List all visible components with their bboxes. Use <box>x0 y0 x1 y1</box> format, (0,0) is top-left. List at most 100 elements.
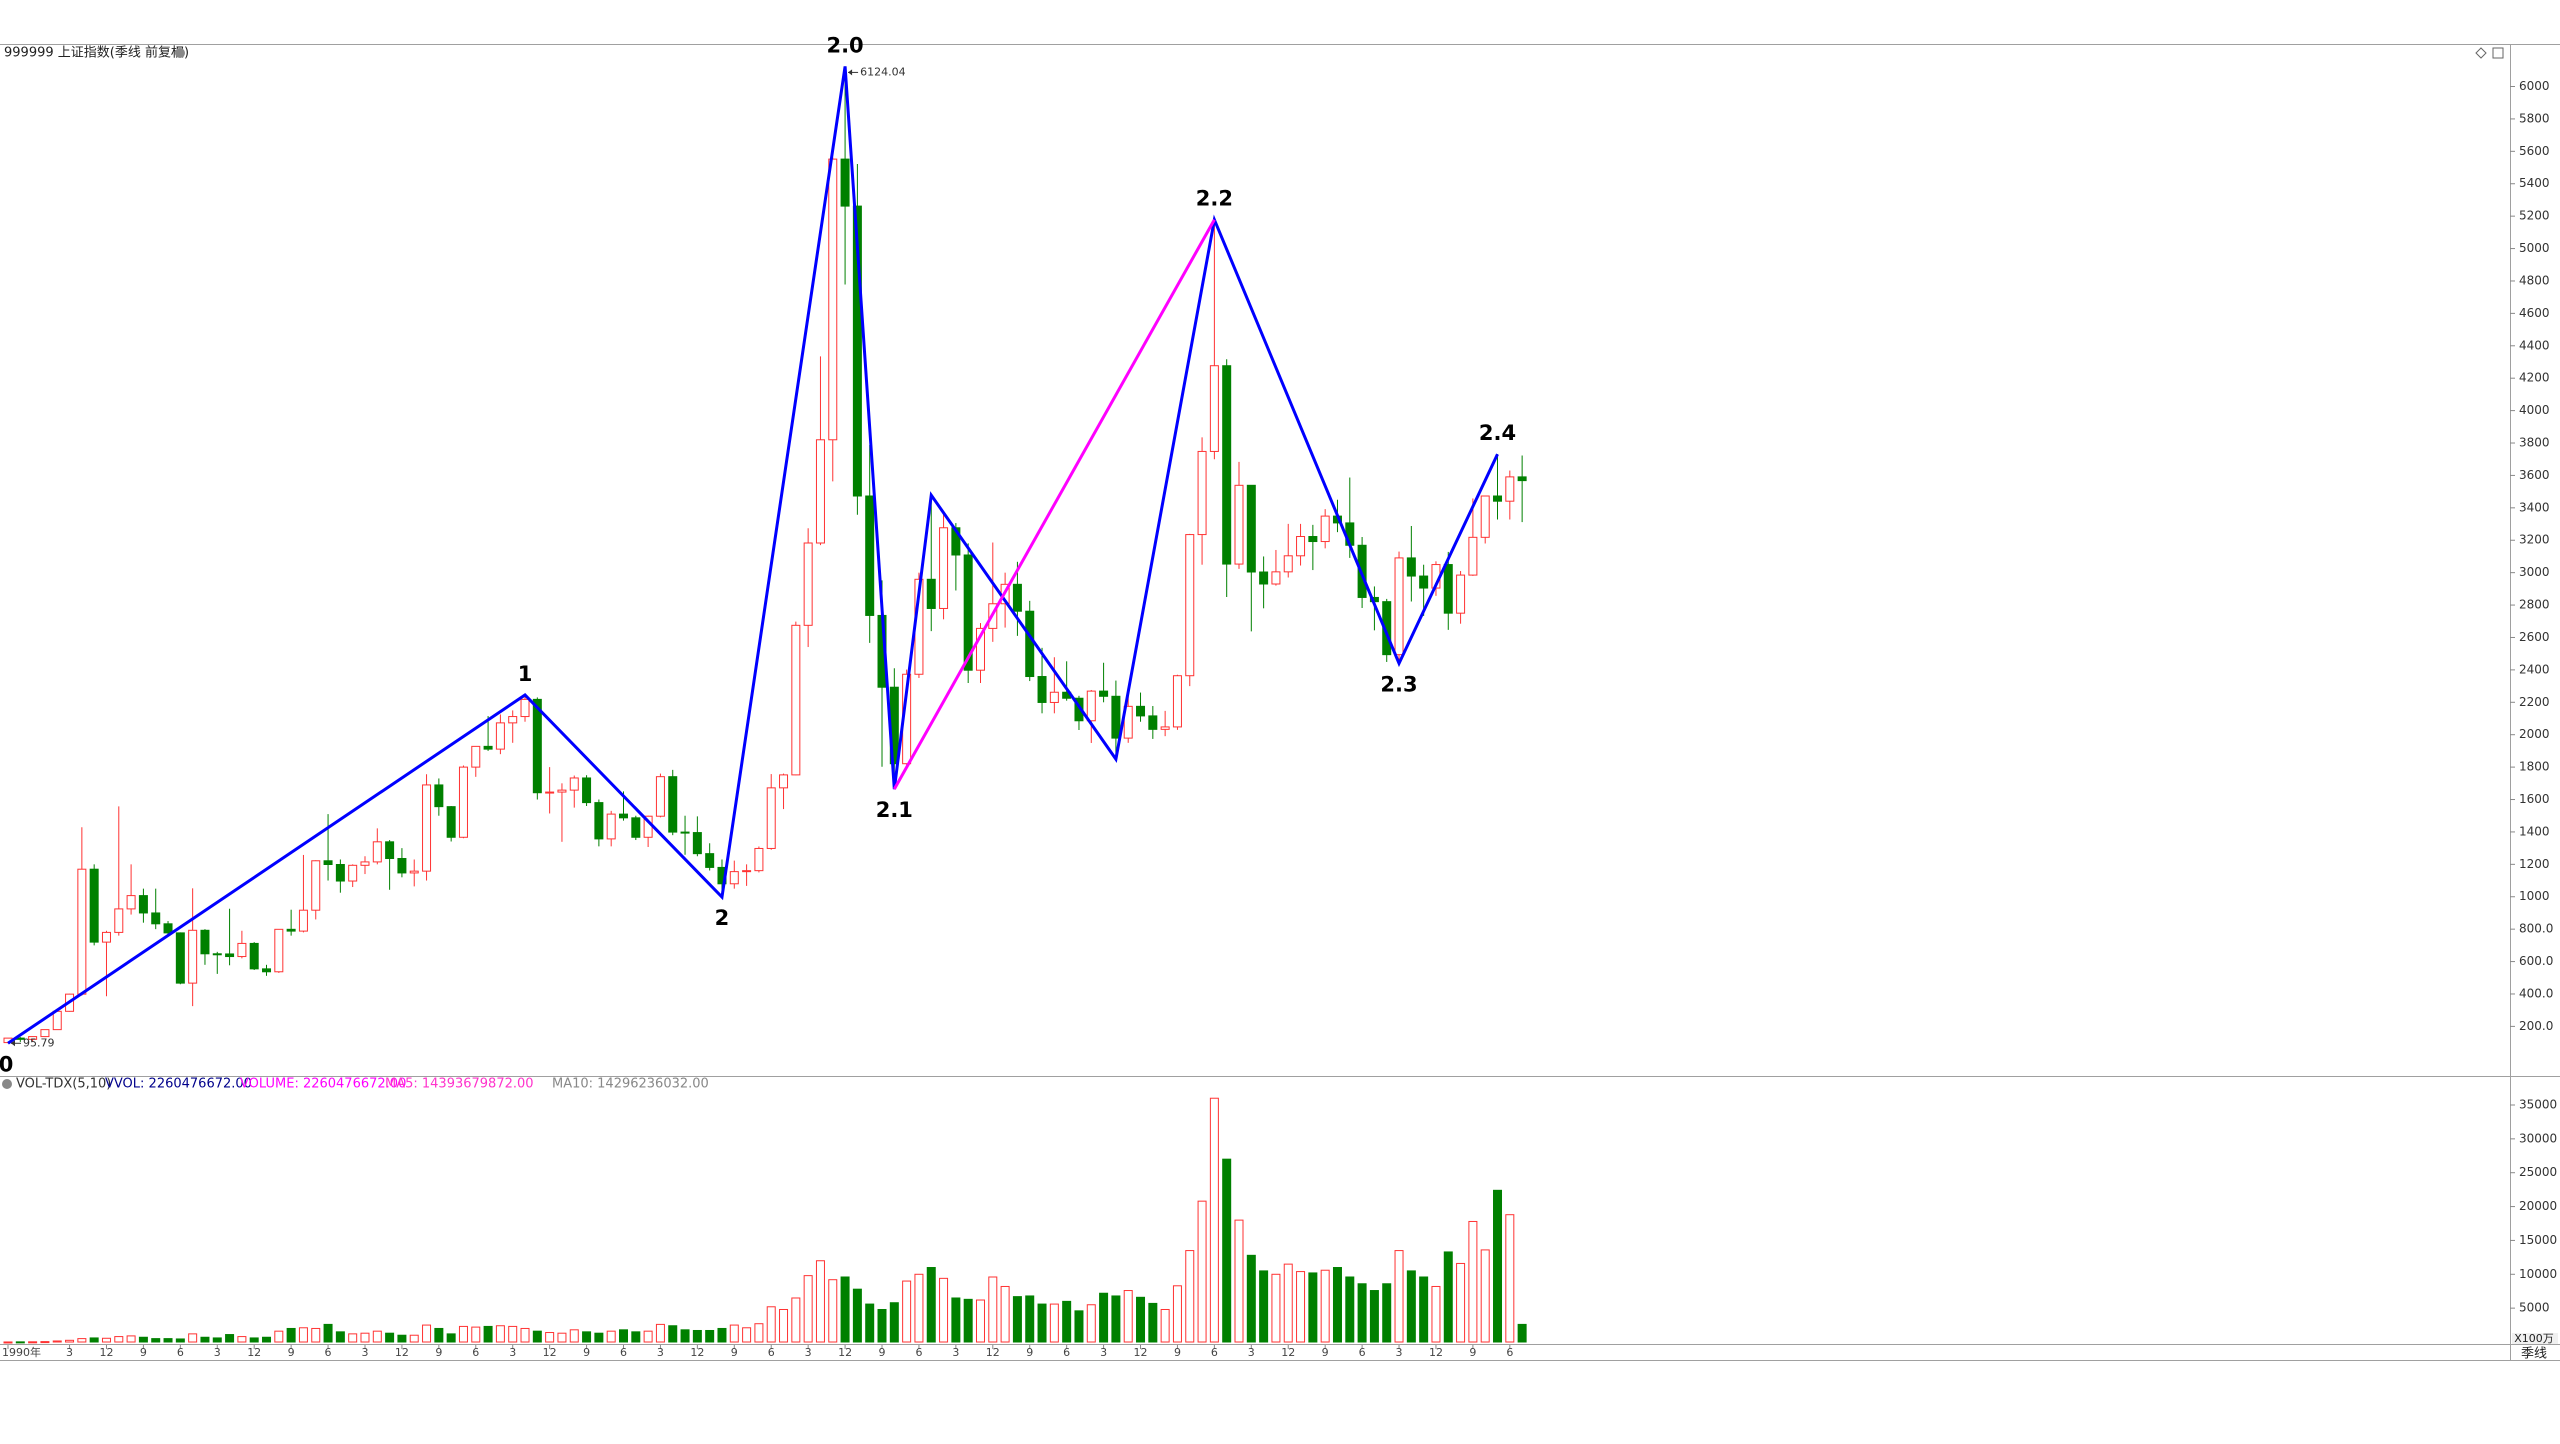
volume-bar <box>532 1330 542 1343</box>
candle-body <box>1271 571 1281 585</box>
volume-bar <box>520 1327 530 1343</box>
candle-body <box>225 953 235 958</box>
candle-body <box>1493 495 1503 502</box>
volume-bar <box>508 1325 518 1343</box>
volume-bar <box>89 1337 99 1343</box>
y-tick-label: 1400 <box>2519 824 2550 838</box>
x-tick-label: 9 <box>1322 1346 1329 1359</box>
candle-body <box>471 745 481 768</box>
volume-bar <box>1185 1250 1195 1343</box>
x-tick-label: 9 <box>1026 1346 1033 1359</box>
candle-body <box>360 861 370 866</box>
candle-body <box>77 868 87 995</box>
x-tick-label: 12 <box>1429 1346 1443 1359</box>
volume-bar <box>1369 1290 1379 1343</box>
volume-bar <box>385 1332 395 1343</box>
candle-body <box>692 832 702 855</box>
candle-body <box>274 928 284 973</box>
volume-bar <box>951 1297 961 1343</box>
volume-bar <box>188 1333 198 1343</box>
volume-bar <box>1345 1276 1355 1343</box>
volume-bar <box>606 1330 616 1343</box>
candle-body <box>1394 557 1404 656</box>
wave-label: 2.1 <box>876 798 913 822</box>
wave-label: 2.3 <box>1380 672 1417 696</box>
volume-bar <box>77 1338 87 1343</box>
volume-bar <box>1111 1295 1121 1343</box>
y-tick-label: 3600 <box>2519 468 2550 482</box>
candle-body <box>557 789 567 793</box>
y-tick-label: 600.0 <box>2519 954 2553 968</box>
volume-bar <box>655 1323 665 1343</box>
candle-body <box>594 802 604 840</box>
candle-body <box>729 871 739 885</box>
volume-bar <box>1431 1285 1441 1343</box>
volume-bar <box>1308 1272 1318 1343</box>
volume-bar <box>200 1336 210 1343</box>
volume-bar <box>1480 1249 1490 1343</box>
candle-body <box>495 722 505 750</box>
candle-body <box>766 787 776 849</box>
candle-body <box>335 864 345 882</box>
diamond-icon[interactable] <box>2475 47 2487 59</box>
candle-body <box>1406 557 1416 577</box>
indicator-icon[interactable] <box>2 1079 12 1089</box>
volume-bar <box>1074 1310 1084 1343</box>
volume-bar <box>483 1325 493 1343</box>
candle-body <box>1480 495 1490 538</box>
extreme-label: 6124.04 <box>860 65 906 78</box>
volume-bar <box>335 1331 345 1343</box>
volume-bar <box>52 1340 62 1343</box>
candle-body <box>705 853 715 868</box>
volume-bar <box>1320 1269 1330 1343</box>
x-tick-label: 1990年 <box>2 1345 41 1359</box>
volume-bar <box>619 1329 628 1343</box>
volume-bar <box>1517 1323 1527 1343</box>
candle-body <box>1185 534 1195 677</box>
volume-bar <box>1172 1285 1182 1343</box>
volume-bar <box>557 1332 567 1343</box>
candle-body <box>483 745 493 750</box>
candle-body <box>286 928 296 932</box>
y-tick-label: 5800 <box>2519 111 2550 125</box>
volume-bar <box>114 1336 124 1343</box>
volume-bar <box>926 1267 936 1343</box>
candle-body <box>655 776 665 817</box>
y-tick-label: 1800 <box>2519 760 2550 774</box>
volume-unit: X100万 <box>2514 1332 2554 1345</box>
candle-body <box>1468 536 1478 576</box>
ma5-value: MA5: 14393679872.00 <box>385 1077 534 1092</box>
volume-bar <box>15 1341 25 1344</box>
panel-icon[interactable] <box>2492 47 2504 59</box>
settings-icon[interactable] <box>175 48 185 58</box>
volume-bar <box>298 1327 308 1343</box>
vvol-value: VVOL: 2260476672.00 <box>105 1077 252 1092</box>
ma10-value: MA10: 14296236032.00 <box>552 1077 709 1092</box>
volume-bar <box>1086 1304 1096 1343</box>
x-tick-label: 3 <box>805 1346 812 1359</box>
candle-body <box>446 806 456 838</box>
volume-bar <box>791 1297 801 1343</box>
volume-tick-label: 30000 <box>2519 1131 2557 1145</box>
volume-bar <box>742 1327 752 1343</box>
volume-indicator-name: VOL-TDX(5,10) <box>16 1077 111 1092</box>
volume-bar <box>1123 1290 1133 1343</box>
candle-body <box>926 578 936 609</box>
candle-body <box>1246 484 1256 573</box>
volume-bar <box>828 1279 838 1343</box>
candle-body <box>311 860 321 911</box>
volume-bar <box>889 1302 899 1343</box>
y-tick-label: 3000 <box>2519 565 2550 579</box>
x-tick-label: 6 <box>915 1346 922 1359</box>
candle-body <box>963 554 973 671</box>
candle-body <box>815 439 825 544</box>
candle-body <box>1049 691 1059 703</box>
volume-bar <box>1382 1283 1392 1343</box>
volume-bar <box>865 1303 875 1343</box>
x-tick-label: 12 <box>1281 1346 1295 1359</box>
volume-bar <box>680 1329 690 1343</box>
volume-bar <box>40 1341 50 1344</box>
x-tick-label: 6 <box>620 1346 627 1359</box>
y-tick-label: 5400 <box>2519 176 2550 190</box>
